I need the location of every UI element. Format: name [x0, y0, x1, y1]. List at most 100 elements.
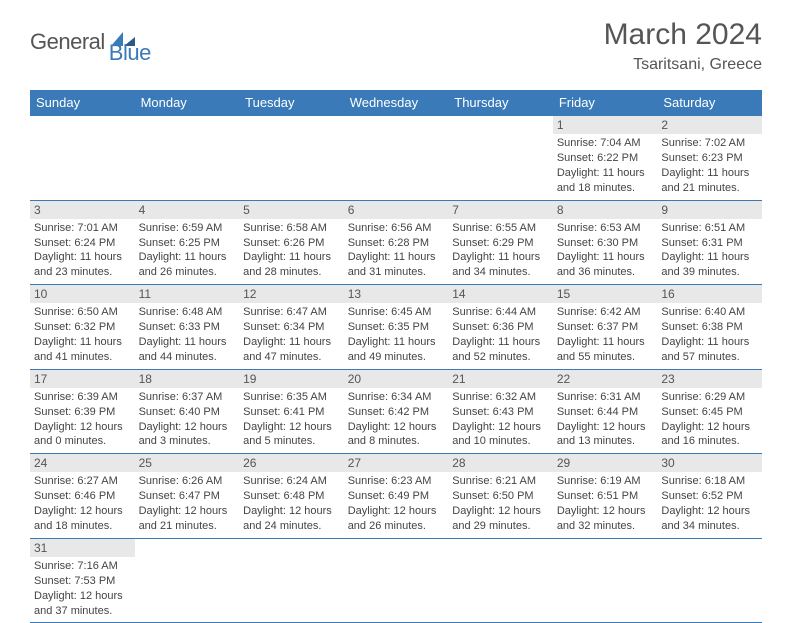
day-number: 8: [553, 201, 658, 219]
sunrise-text: Sunrise: 7:02 AM: [661, 136, 758, 151]
calendar-cell: [344, 538, 449, 623]
day-number: 27: [344, 454, 449, 472]
daylight-text: and 37 minutes.: [34, 604, 131, 619]
daylight-text: Daylight: 11 hours: [661, 250, 758, 265]
sunset-text: Sunset: 6:49 PM: [348, 489, 445, 504]
logo-text-blue: Blue: [109, 40, 151, 66]
calendar-cell: 4Sunrise: 6:59 AMSunset: 6:25 PMDaylight…: [135, 200, 240, 285]
calendar-week: 17Sunrise: 6:39 AMSunset: 6:39 PMDayligh…: [30, 369, 762, 454]
sunrise-text: Sunrise: 6:50 AM: [34, 305, 131, 320]
day-number: 19: [239, 370, 344, 388]
day-body: Sunrise: 6:50 AMSunset: 6:32 PMDaylight:…: [30, 303, 135, 368]
daylight-text: Daylight: 12 hours: [348, 420, 445, 435]
day-number: 26: [239, 454, 344, 472]
day-number: 22: [553, 370, 658, 388]
calendar-week: 24Sunrise: 6:27 AMSunset: 6:46 PMDayligh…: [30, 454, 762, 539]
daylight-text: Daylight: 12 hours: [34, 589, 131, 604]
day-body: Sunrise: 6:32 AMSunset: 6:43 PMDaylight:…: [448, 388, 553, 453]
day-number: 4: [135, 201, 240, 219]
daylight-text: Daylight: 12 hours: [348, 504, 445, 519]
day-number: 16: [657, 285, 762, 303]
day-body: Sunrise: 6:53 AMSunset: 6:30 PMDaylight:…: [553, 219, 658, 284]
daylight-text: Daylight: 12 hours: [557, 504, 654, 519]
day-number: 23: [657, 370, 762, 388]
calendar-cell: 23Sunrise: 6:29 AMSunset: 6:45 PMDayligh…: [657, 369, 762, 454]
day-number: 28: [448, 454, 553, 472]
day-header: Tuesday: [239, 90, 344, 116]
day-body: Sunrise: 6:45 AMSunset: 6:35 PMDaylight:…: [344, 303, 449, 368]
day-body: Sunrise: 6:48 AMSunset: 6:33 PMDaylight:…: [135, 303, 240, 368]
day-body: Sunrise: 6:35 AMSunset: 6:41 PMDaylight:…: [239, 388, 344, 453]
calendar-body: 1Sunrise: 7:04 AMSunset: 6:22 PMDaylight…: [30, 116, 762, 623]
sunset-text: Sunset: 6:24 PM: [34, 236, 131, 251]
sunset-text: Sunset: 6:52 PM: [661, 489, 758, 504]
sunrise-text: Sunrise: 6:59 AM: [139, 221, 236, 236]
daylight-text: Daylight: 11 hours: [243, 335, 340, 350]
sunrise-text: Sunrise: 6:55 AM: [452, 221, 549, 236]
calendar-cell: 17Sunrise: 6:39 AMSunset: 6:39 PMDayligh…: [30, 369, 135, 454]
day-header: Saturday: [657, 90, 762, 116]
daylight-text: and 49 minutes.: [348, 350, 445, 365]
calendar-cell: 7Sunrise: 6:55 AMSunset: 6:29 PMDaylight…: [448, 200, 553, 285]
day-number: 15: [553, 285, 658, 303]
daylight-text: and 24 minutes.: [243, 519, 340, 534]
daylight-text: Daylight: 12 hours: [139, 504, 236, 519]
calendar-cell: 25Sunrise: 6:26 AMSunset: 6:47 PMDayligh…: [135, 454, 240, 539]
daylight-text: and 57 minutes.: [661, 350, 758, 365]
day-body: Sunrise: 7:02 AMSunset: 6:23 PMDaylight:…: [657, 134, 762, 199]
sunset-text: Sunset: 6:43 PM: [452, 405, 549, 420]
day-body: Sunrise: 6:21 AMSunset: 6:50 PMDaylight:…: [448, 472, 553, 537]
daylight-text: and 47 minutes.: [243, 350, 340, 365]
calendar-cell: 3Sunrise: 7:01 AMSunset: 6:24 PMDaylight…: [30, 200, 135, 285]
daylight-text: Daylight: 12 hours: [243, 504, 340, 519]
daylight-text: Daylight: 12 hours: [661, 420, 758, 435]
daylight-text: Daylight: 12 hours: [243, 420, 340, 435]
sunrise-text: Sunrise: 6:44 AM: [452, 305, 549, 320]
sunset-text: Sunset: 6:50 PM: [452, 489, 549, 504]
calendar-cell: [448, 538, 553, 623]
calendar-cell: 1Sunrise: 7:04 AMSunset: 6:22 PMDaylight…: [553, 116, 658, 201]
daylight-text: Daylight: 11 hours: [243, 250, 340, 265]
sunset-text: Sunset: 6:30 PM: [557, 236, 654, 251]
day-number: 29: [553, 454, 658, 472]
day-header: Wednesday: [344, 90, 449, 116]
sunset-text: Sunset: 6:47 PM: [139, 489, 236, 504]
header: General Blue March 2024 Tsaritsani, Gree…: [0, 0, 792, 82]
sunset-text: Sunset: 6:31 PM: [661, 236, 758, 251]
calendar-head: SundayMondayTuesdayWednesdayThursdayFrid…: [30, 90, 762, 116]
daylight-text: Daylight: 11 hours: [348, 250, 445, 265]
sunrise-text: Sunrise: 6:31 AM: [557, 390, 654, 405]
daylight-text: and 0 minutes.: [34, 434, 131, 449]
day-number: 6: [344, 201, 449, 219]
logo-text-general: General: [30, 29, 105, 55]
daylight-text: Daylight: 11 hours: [348, 335, 445, 350]
calendar-cell: 29Sunrise: 6:19 AMSunset: 6:51 PMDayligh…: [553, 454, 658, 539]
sunset-text: Sunset: 6:37 PM: [557, 320, 654, 335]
daylight-text: and 3 minutes.: [139, 434, 236, 449]
sunset-text: Sunset: 6:51 PM: [557, 489, 654, 504]
daylight-text: and 26 minutes.: [348, 519, 445, 534]
day-body: Sunrise: 7:16 AMSunset: 7:53 PMDaylight:…: [30, 557, 135, 622]
sunrise-text: Sunrise: 6:34 AM: [348, 390, 445, 405]
calendar-cell: 26Sunrise: 6:24 AMSunset: 6:48 PMDayligh…: [239, 454, 344, 539]
sunrise-text: Sunrise: 7:16 AM: [34, 559, 131, 574]
sunrise-text: Sunrise: 6:39 AM: [34, 390, 131, 405]
title-block: March 2024 Tsaritsani, Greece: [604, 18, 762, 74]
daylight-text: Daylight: 12 hours: [34, 504, 131, 519]
calendar-cell: 31Sunrise: 7:16 AMSunset: 7:53 PMDayligh…: [30, 538, 135, 623]
day-number: 13: [344, 285, 449, 303]
day-number: 25: [135, 454, 240, 472]
calendar-cell: 30Sunrise: 6:18 AMSunset: 6:52 PMDayligh…: [657, 454, 762, 539]
sunrise-text: Sunrise: 6:29 AM: [661, 390, 758, 405]
sunrise-text: Sunrise: 6:51 AM: [661, 221, 758, 236]
calendar-cell: 12Sunrise: 6:47 AMSunset: 6:34 PMDayligh…: [239, 285, 344, 370]
calendar-cell: 8Sunrise: 6:53 AMSunset: 6:30 PMDaylight…: [553, 200, 658, 285]
daylight-text: Daylight: 12 hours: [34, 420, 131, 435]
calendar-cell: [657, 538, 762, 623]
day-number: 5: [239, 201, 344, 219]
daylight-text: Daylight: 12 hours: [452, 504, 549, 519]
sunrise-text: Sunrise: 6:35 AM: [243, 390, 340, 405]
calendar-cell: 5Sunrise: 6:58 AMSunset: 6:26 PMDaylight…: [239, 200, 344, 285]
sunrise-text: Sunrise: 6:18 AM: [661, 474, 758, 489]
sunset-text: Sunset: 6:32 PM: [34, 320, 131, 335]
